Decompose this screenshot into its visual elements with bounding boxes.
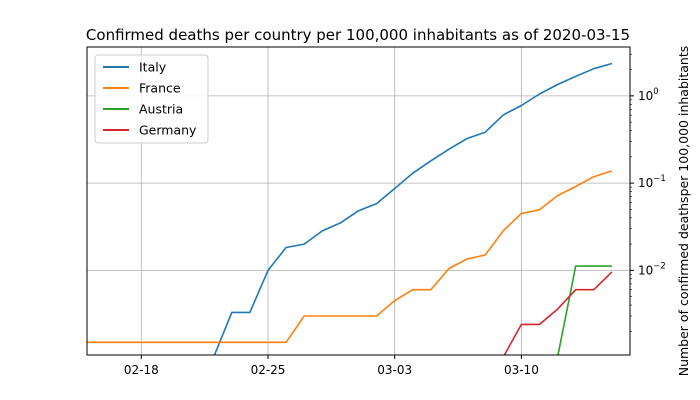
y-tick-label: 100 bbox=[638, 87, 659, 103]
legend-label-austria: Austria bbox=[139, 102, 183, 117]
series-line-germany bbox=[503, 271, 613, 355]
series-line-italy bbox=[213, 62, 613, 355]
legend-label-italy: Italy bbox=[139, 60, 167, 75]
legend-label-france: France bbox=[139, 81, 181, 96]
y-tick-label: 10−1 bbox=[638, 174, 666, 190]
series-line-france bbox=[87, 170, 613, 344]
x-tick-label: 02-25 bbox=[251, 363, 286, 377]
x-tick-label: 03-10 bbox=[504, 363, 539, 377]
x-axis: 02-18 02-25 03-03 03-10 bbox=[124, 355, 539, 377]
y-axis: 10−2 10−1 100 bbox=[630, 53, 666, 332]
y-tick-label: 10−2 bbox=[638, 261, 666, 277]
legend: Italy France Austria Germany bbox=[94, 54, 209, 144]
legend-label-germany: Germany bbox=[139, 123, 197, 138]
y-axis-label: Number of confirmed deathsper 100,000 in… bbox=[676, 46, 691, 377]
series-line-austria bbox=[557, 265, 612, 355]
x-tick-label: 02-18 bbox=[124, 363, 159, 377]
chart-title: Confirmed deaths per country per 100,000… bbox=[86, 26, 630, 44]
legend-box bbox=[94, 54, 209, 144]
series-lines bbox=[87, 62, 613, 355]
plot-frame bbox=[86, 46, 631, 356]
x-tick-label: 03-03 bbox=[377, 363, 412, 377]
